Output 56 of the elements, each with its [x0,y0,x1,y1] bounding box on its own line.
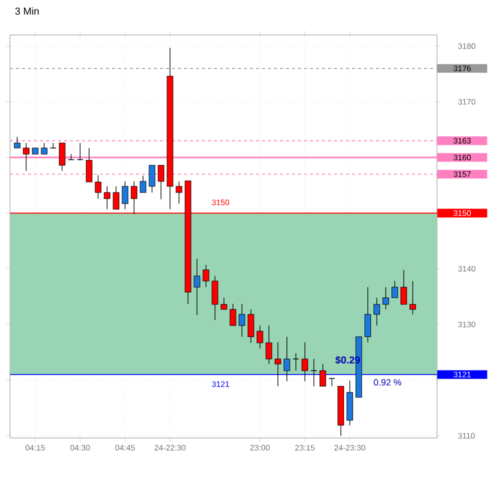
ref-line-label: 3163 [454,138,471,144]
candlestick [94,174,102,199]
candlestick [212,276,218,320]
x-tick-label: 04:45 [115,444,135,451]
candlestick [400,270,407,305]
annotation: 0.92 % [374,379,402,386]
candlestick [112,186,120,210]
candlestick [410,280,416,315]
candlestick [58,142,66,172]
candlestick [158,164,164,200]
candlestick [40,142,48,154]
candlestick [274,342,282,387]
candlestick [220,297,228,310]
y-tick-label: 3130 [458,322,476,328]
candlestick [230,304,236,326]
candlestick [238,304,246,338]
candlestick [122,181,128,210]
candlestick [364,286,371,343]
x-tick-label: 23:00 [250,444,270,451]
candlestick [256,325,264,349]
x-tick-label: 04:30 [70,444,90,451]
x-tick-label: 24-23:30 [334,444,366,451]
ref-line-label: 3160 [454,154,471,160]
candlestick [248,309,254,344]
candlestick [374,297,380,326]
candlestick [382,286,389,310]
candlestick [140,175,146,193]
candlestick [320,364,326,387]
ref-line-label: 3176 [454,66,471,72]
candlestick [86,148,92,182]
candlestick [176,181,182,204]
candlestick [22,142,30,172]
ref-line-label: 3121 [454,372,471,378]
candlestick [14,136,20,148]
y-tick-label: 3110 [458,432,475,439]
x-tick-label: 24-22:30 [154,444,186,451]
candlestick [202,264,210,288]
candlestick [194,258,200,316]
chart-title: 3 Min [15,7,39,15]
candlestick [292,353,300,371]
candlestick [266,325,272,364]
annotation: 3121 [212,381,230,387]
x-tick-label: 04:15 [25,444,45,451]
candlestick [302,342,308,382]
ref-line-label: 3150 [454,210,471,216]
candlestick [148,164,156,193]
y-tick-label: 3180 [458,43,476,49]
candlestick [392,280,398,298]
candlestick [310,358,318,387]
y-tick-label: 3170 [458,98,476,105]
y-tick-label: 3140 [458,266,476,272]
ref-line-label: 3157 [454,171,471,177]
candlestick [104,186,110,210]
candlestick [284,336,290,382]
annotation: 3150 [212,200,230,206]
x-tick-label: 23:15 [295,444,315,451]
